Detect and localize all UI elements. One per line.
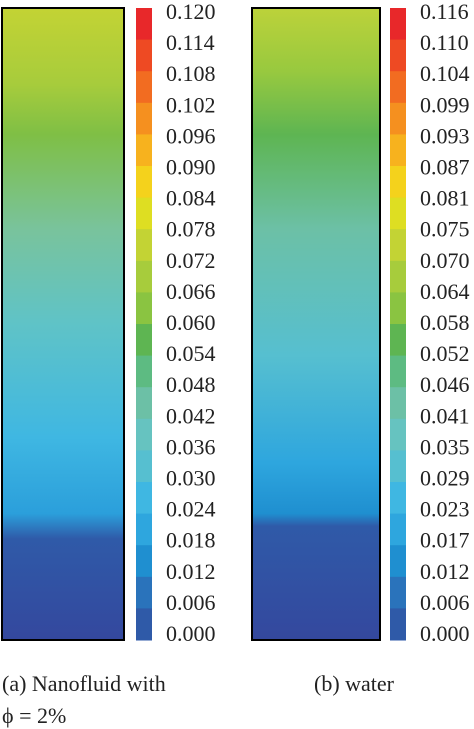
colorbar-label: 0.078 [166,217,216,242]
colorbar-band [390,39,406,72]
colorbar-band [136,71,152,104]
colorbar-band [136,418,152,451]
colorbar-label: 0.041 [420,403,470,428]
colorbar-band [136,482,152,515]
colorbar-band [390,608,406,641]
colorbar-band [136,450,152,483]
colorbar-label: 0.058 [420,310,470,335]
colorbar-band [390,355,406,388]
colorbar-band [136,197,152,230]
colorbar-label: 0.110 [420,30,469,55]
colorbar-label: 0.096 [166,123,216,148]
colorbar-band [390,418,406,451]
caption: ϕ = 2% [2,703,66,728]
colorbar-label: 0.024 [166,497,216,522]
colorbar-band [136,134,152,167]
colorbar-label: 0.114 [166,30,215,55]
colorbar-label: 0.093 [420,123,470,148]
colorbar-band [136,166,152,199]
colorbar-label: 0.081 [420,186,470,211]
colorbar-label: 0.030 [166,466,216,491]
colorbar-band [136,39,152,72]
colorbar-label: 0.000 [166,621,216,646]
colorbar-band [136,576,152,609]
colorbar-label: 0.064 [420,279,470,304]
colorbar-label: 0.087 [420,155,470,180]
colorbar-label: 0.042 [166,403,216,428]
colorbar-label: 0.060 [166,310,216,335]
colorbar-label: 0.012 [420,559,470,584]
colorbar-label: 0.090 [166,155,216,180]
colorbar-band [136,229,152,262]
colorbar-label: 0.035 [420,434,470,459]
colorbar-label: 0.075 [420,217,470,242]
colorbar-band [136,608,152,641]
colorbar-band [390,450,406,483]
colorbar-label: 0.048 [166,372,216,397]
caption: (b) water [314,671,395,696]
colorbar-label: 0.120 [166,0,216,24]
colorbar-label: 0.066 [166,279,216,304]
colorbar-label: 0.006 [166,590,216,615]
colorbar-label: 0.116 [420,0,469,24]
colorbar-band [390,292,406,325]
colorbar-label: 0.108 [166,61,216,86]
colorbar-label: 0.052 [420,341,470,366]
colorbar-band [136,355,152,388]
colorbar-band [390,387,406,420]
colorbar-band [136,8,152,41]
colorbar-band [390,134,406,167]
colorbar-band [136,324,152,357]
colorbar-label: 0.084 [166,186,216,211]
colorbar-label: 0.070 [420,248,470,273]
colorbar-band [390,513,406,546]
colorbar-band [390,324,406,357]
colorbar-band [136,102,152,135]
colorbar-band [390,8,406,41]
colorbar-label: 0.012 [166,559,216,584]
contour-field [1,7,125,641]
colorbar-label: 0.018 [166,528,216,553]
contour-field [251,7,381,641]
colorbar-label: 0.046 [420,372,470,397]
colorbar-label: 0.000 [420,621,470,646]
colorbar-label: 0.029 [420,466,470,491]
colorbar-band [390,545,406,578]
colorbar-band [136,387,152,420]
colorbar-band [390,166,406,199]
colorbar-label: 0.072 [166,248,216,273]
colorbar-band [136,545,152,578]
colorbar-label: 0.036 [166,434,216,459]
colorbar-band [390,576,406,609]
colorbar-label: 0.006 [420,590,470,615]
colorbar-band [136,513,152,546]
colorbar-band [390,482,406,515]
colorbar-band [136,292,152,325]
colorbar-band [136,260,152,293]
colorbar-band [390,260,406,293]
colorbar-band [390,71,406,104]
colorbar-label: 0.054 [166,341,216,366]
caption: (a) Nanofluid with [2,671,166,696]
colorbar-band [390,197,406,230]
colorbar-band [390,229,406,262]
colorbar-label: 0.023 [420,497,470,522]
colorbar-label: 0.102 [166,92,216,117]
colorbar-label: 0.099 [420,92,470,117]
colorbar-band [390,102,406,135]
colorbar-label: 0.017 [420,528,470,553]
colorbar-label: 0.104 [420,61,470,86]
